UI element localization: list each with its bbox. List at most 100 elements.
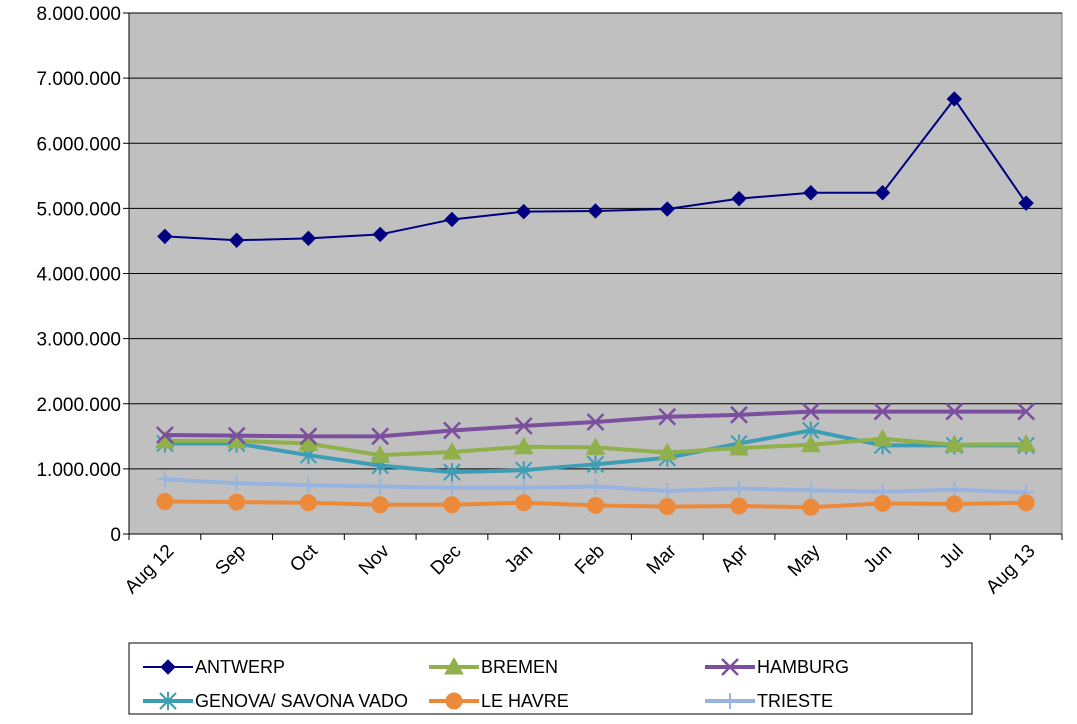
data-point-bremen [585,437,606,455]
data-point-bremen [370,445,391,463]
data-point-hamburg [371,427,390,446]
data-point-hamburg [514,417,533,435]
data-point-le-havre [730,497,748,515]
data-point-trieste [156,471,173,488]
x-tick-label: Jan [501,541,538,578]
legend-item-hamburg: HAMBURG [705,657,849,677]
data-point-le-havre [299,494,317,512]
series-le-havre [156,492,1035,516]
data-point-antwerp [372,226,388,243]
data-point-bremen [657,442,678,461]
data-point-antwerp [1018,195,1034,211]
data-point-le-havre [228,493,246,511]
data-point-trieste [946,481,963,498]
x-tick-label: Jul [936,541,968,573]
data-point-antwerp [444,211,460,228]
data-point-antwerp [874,185,891,201]
data-point-bremen [872,428,893,447]
data-point-hamburg [945,402,964,421]
x-tick-label: Nov [355,540,394,579]
data-point-bremen [944,434,965,453]
legend-label: ANTWERP [195,657,285,677]
legend-item-genova-savona-vado: GENOVA/ SAVONA VADO [143,691,408,711]
legend-label: HAMBURG [757,657,849,677]
data-point-trieste [372,478,389,495]
x-tick-label: Apr [717,540,753,576]
x-tick-label: Dec [427,541,466,580]
data-point-hamburg [730,405,748,424]
legend-label: LE HAVRE [481,691,569,711]
data-point-le-havre [443,496,461,514]
x-tick-label: Feb [571,541,609,579]
legend-item-trieste: TRIESTE [705,691,833,711]
series-hamburg [156,402,1035,446]
legend-item-bremen: BREMEN [429,656,558,677]
legend [128,642,973,715]
y-tick-label: 8.000.000 [36,4,121,25]
x-tick-label: Mar [643,540,681,578]
data-point-trieste [443,479,460,496]
y-tick-label: 7.000.000 [36,69,121,90]
y-tick-label: 6.000.000 [36,134,121,155]
data-point-trieste [802,482,819,499]
data-point-hamburg [156,426,174,444]
y-tick-label: 3.000.000 [36,330,121,351]
data-point-hamburg [586,413,605,431]
data-point-genova-savona-vado [586,455,605,474]
data-point-bremen [442,441,462,460]
legend-swatch-marker [160,659,176,675]
data-point-antwerp [228,232,245,248]
data-point-le-havre [658,498,676,516]
legend-label: BREMEN [481,657,558,677]
data-point-trieste [228,475,245,492]
data-point-hamburg [873,402,892,421]
data-point-le-havre [802,498,820,516]
data-point-bremen [513,436,534,455]
x-tick-label: Jun [860,541,897,578]
data-point-le-havre [371,496,389,514]
data-point-antwerp [659,201,675,217]
data-point-antwerp [731,190,747,207]
data-point-trieste [659,483,676,500]
data-point-trieste [300,477,317,494]
data-point-le-havre [874,494,892,512]
data-point-bremen [729,438,749,456]
y-tick-label: 2.000.000 [36,395,121,416]
data-point-antwerp [300,230,317,247]
data-point-le-havre [587,496,604,514]
series-antwerp [157,91,1034,248]
data-point-hamburg [443,421,461,440]
data-point-hamburg [227,426,246,445]
data-point-bremen [800,434,821,453]
data-point-antwerp [803,185,819,201]
data-point-le-havre [515,494,533,512]
legend-swatch-marker [722,693,738,709]
x-tick-label: Aug 13 [982,541,1039,598]
x-tick-label: Aug 12 [121,541,178,598]
data-point-antwerp [946,91,963,107]
data-point-hamburg [299,427,318,446]
data-point-trieste [587,478,604,495]
y-tick-label: 1.000.000 [36,460,121,481]
legend-swatch-marker [444,656,464,675]
data-point-hamburg [658,407,677,426]
data-point-le-havre [945,495,963,513]
data-point-trieste [731,480,748,497]
y-tick-label: 5.000.000 [36,199,121,220]
x-tick-label: Oct [286,540,322,576]
data-point-genova-savona-vado [515,461,533,480]
data-point-genova-savona-vado [443,463,461,482]
legend-item-le-havre: LE HAVRE [429,691,569,711]
data-point-antwerp [516,203,532,220]
x-tick-label: Sep [211,541,250,580]
y-tick-label: 4.000.000 [36,265,121,286]
data-point-antwerp [157,228,173,245]
data-point-le-havre [1017,494,1035,512]
data-point-bremen [1016,434,1036,452]
legend-label: TRIESTE [757,691,833,711]
data-point-antwerp [587,203,604,219]
legend-item-antwerp: ANTWERP [143,657,285,677]
data-point-hamburg [1017,402,1035,421]
